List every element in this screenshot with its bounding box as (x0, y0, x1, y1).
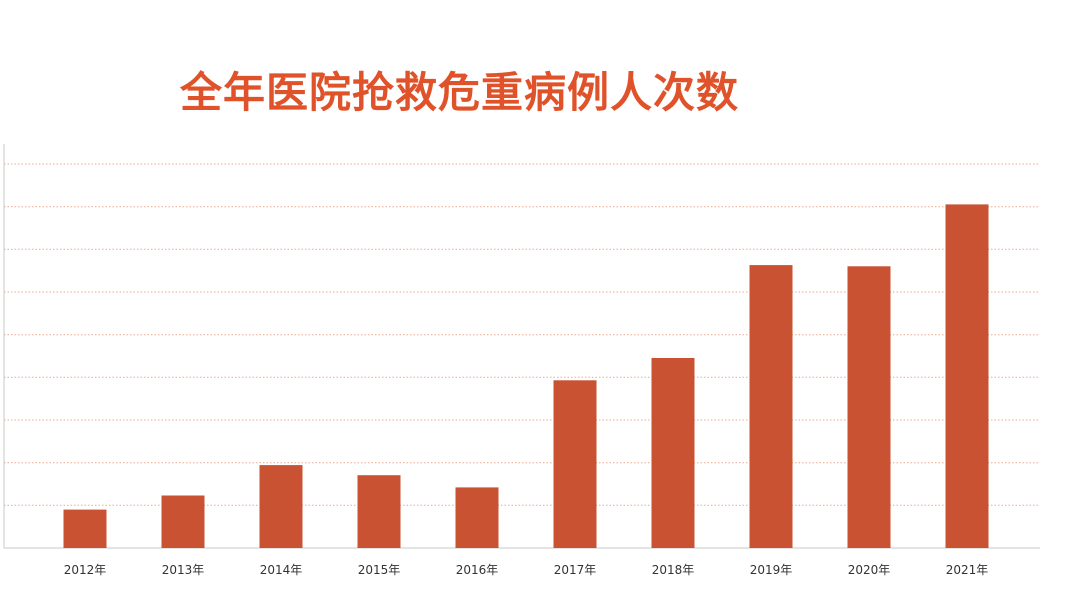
x-tick-label: 2012年 (64, 563, 107, 577)
x-tick-label: 2015年 (358, 563, 401, 577)
bars (63, 204, 989, 548)
bar-2013年 (161, 495, 205, 548)
bar-2020年 (847, 266, 891, 548)
x-tick-label: 2020年 (848, 563, 891, 577)
x-tick-label: 2017年 (554, 563, 597, 577)
bar-2021年 (945, 204, 989, 548)
x-tick-labels: 2012年 2013年 2014年 2015年 2016年 2017年 2018年 2019年… (64, 563, 989, 577)
bar-2016年 (455, 487, 499, 548)
x-tick-label: 2014年 (260, 563, 303, 577)
bar-2015年 (357, 475, 401, 548)
x-tick-label: 2021年 (946, 563, 989, 577)
bar-2019年 (749, 265, 793, 548)
bar-2018年 (651, 358, 695, 548)
x-tick-label: 2013年 (162, 563, 205, 577)
bar-2012年 (63, 509, 107, 548)
bar-2014年 (259, 465, 303, 548)
x-tick-label: 2018年 (652, 563, 695, 577)
bar-2017年 (553, 380, 597, 548)
chart-title: 全年医院抢救危重病例人次数 (180, 68, 740, 117)
x-tick-label: 2016年 (456, 563, 499, 577)
x-tick-label: 2019年 (750, 563, 793, 577)
